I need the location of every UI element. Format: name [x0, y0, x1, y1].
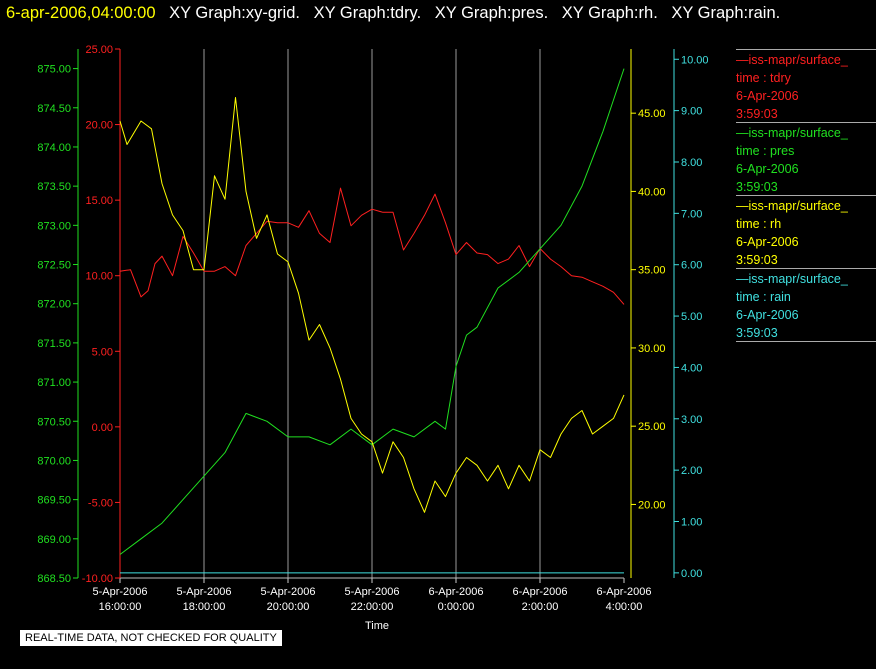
x-tick-label-date: 6-Apr-2006 — [428, 586, 483, 598]
graph-title-xy-grid: XY Graph:xy-grid. — [169, 4, 300, 22]
legend-series-field: time : pres — [736, 144, 795, 158]
y-tick-label-tdry: 10.00 — [85, 271, 113, 283]
legend-entry-pres: —iss-mapr/surface_ time : pres 6-Apr-200… — [736, 122, 876, 195]
legend-series-name: —iss-mapr/surface_ — [736, 199, 848, 213]
legend-series-name: —iss-mapr/surface_ — [736, 53, 848, 67]
x-tick-label-date: 5-Apr-2006 — [92, 586, 147, 598]
y-tick-label-pres: 871.50 — [37, 338, 71, 350]
y-tick-label-rain: 10.00 — [681, 54, 709, 66]
y-tick-label-pres: 868.50 — [37, 573, 71, 585]
legend-entry-tdry: —iss-mapr/surface_ time : tdry 6-Apr-200… — [736, 49, 876, 122]
legend-series-date: 6-Apr-2006 — [736, 308, 799, 322]
legend-series-name: —iss-mapr/surface_ — [736, 126, 848, 140]
y-tick-label-rh: 25.00 — [638, 421, 666, 433]
y-tick-label-pres: 870.00 — [37, 455, 71, 467]
legend-series-time: 3:59:03 — [736, 253, 778, 267]
y-tick-label-rain: 5.00 — [681, 311, 702, 323]
y-tick-label-rain: 2.00 — [681, 465, 702, 477]
y-tick-label-tdry: 20.00 — [85, 120, 113, 132]
y-tick-label-pres: 874.00 — [37, 142, 71, 154]
series-line-rh — [119, 97, 625, 513]
x-tick-label-date: 6-Apr-2006 — [512, 586, 567, 598]
x-tick-label-time: 16:00:00 — [99, 601, 142, 613]
x-tick-label-date: 6-Apr-2006 — [596, 586, 651, 598]
y-tick-label-rh: 35.00 — [638, 265, 666, 277]
quality-note: REAL-TIME DATA, NOT CHECKED FOR QUALITY — [20, 630, 282, 646]
legend-series-field: time : tdry — [736, 71, 791, 85]
y-tick-label-pres: 870.50 — [37, 416, 71, 428]
series-line-pres — [119, 68, 625, 555]
y-tick-label-rh: 30.00 — [638, 343, 666, 355]
y-tick-label-tdry: 5.00 — [92, 346, 113, 358]
x-tick-label-time: 2:00:00 — [522, 601, 559, 613]
x-tick-label-time: 20:00:00 — [267, 601, 310, 613]
graph-title-rh: XY Graph:rh. — [561, 4, 658, 22]
y-tick-label-pres: 873.00 — [37, 220, 71, 232]
y-tick-label-pres: 872.50 — [37, 260, 71, 272]
y-tick-label-rh: 40.00 — [638, 186, 666, 198]
y-tick-label-pres: 871.00 — [37, 377, 71, 389]
legend-series-date: 6-Apr-2006 — [736, 89, 799, 103]
y-tick-label-pres: 869.50 — [37, 495, 71, 507]
x-tick-label-time: 4:00:00 — [606, 601, 643, 613]
legend-series-time: 3:59:03 — [736, 180, 778, 194]
x-tick-label-date: 5-Apr-2006 — [260, 586, 315, 598]
graph-title-pres: XY Graph:pres. — [434, 4, 549, 22]
y-tick-label-tdry: 25.00 — [85, 44, 113, 56]
y-tick-label-tdry: 15.00 — [85, 195, 113, 207]
y-tick-label-rh: 45.00 — [638, 108, 666, 120]
y-tick-label-tdry: -5.00 — [88, 497, 113, 509]
y-tick-label-rain: 8.00 — [681, 157, 702, 169]
y-tick-label-rh: 20.00 — [638, 499, 666, 511]
y-tick-label-rain: 6.00 — [681, 260, 702, 272]
legend-series-time: 3:59:03 — [736, 326, 778, 340]
y-tick-label-rain: 0.00 — [681, 568, 702, 580]
y-tick-label-pres: 874.50 — [37, 103, 71, 115]
legend: —iss-mapr/surface_ time : tdry 6-Apr-200… — [736, 49, 876, 342]
y-tick-label-pres: 875.00 — [37, 64, 71, 76]
x-tick-label-date: 5-Apr-2006 — [176, 586, 231, 598]
y-tick-label-tdry: -10.00 — [82, 573, 113, 585]
x-tick-label-time: 22:00:00 — [351, 601, 394, 613]
legend-series-name: —iss-mapr/surface_ — [736, 272, 848, 286]
timestamp: 6-apr-2006,04:00:00 — [6, 4, 156, 22]
legend-series-field: time : rh — [736, 217, 782, 231]
legend-entry-rh: —iss-mapr/surface_ time : rh 6-Apr-2006 … — [736, 195, 876, 268]
x-axis-label: Time — [365, 620, 389, 632]
x-tick-label-time: 0:00:00 — [438, 601, 475, 613]
legend-series-date: 6-Apr-2006 — [736, 235, 799, 249]
y-tick-label-rain: 3.00 — [681, 414, 702, 426]
legend-series-date: 6-Apr-2006 — [736, 162, 799, 176]
y-tick-label-pres: 873.50 — [37, 181, 71, 193]
y-tick-label-pres: 872.00 — [37, 299, 71, 311]
x-tick-label-time: 18:00:00 — [183, 601, 226, 613]
y-tick-label-rain: 9.00 — [681, 106, 702, 118]
chart-header: 6-apr-2006,04:00:00 XY Graph:xy-grid. XY… — [0, 0, 780, 26]
legend-entry-rain: —iss-mapr/surface_ time : rain 6-Apr-200… — [736, 268, 876, 342]
legend-series-time: 3:59:03 — [736, 107, 778, 121]
y-tick-label-rain: 1.00 — [681, 517, 702, 529]
y-tick-label-tdry: 0.00 — [92, 422, 113, 434]
x-tick-label-date: 5-Apr-2006 — [344, 586, 399, 598]
legend-series-field: time : rain — [736, 290, 791, 304]
y-tick-label-rain: 7.00 — [681, 208, 702, 220]
graph-title-tdry: XY Graph:tdry. — [313, 4, 422, 22]
y-tick-label-rain: 4.00 — [681, 362, 702, 374]
y-tick-label-pres: 869.00 — [37, 534, 71, 546]
graph-title-rain: XY Graph:rain. — [671, 4, 781, 22]
